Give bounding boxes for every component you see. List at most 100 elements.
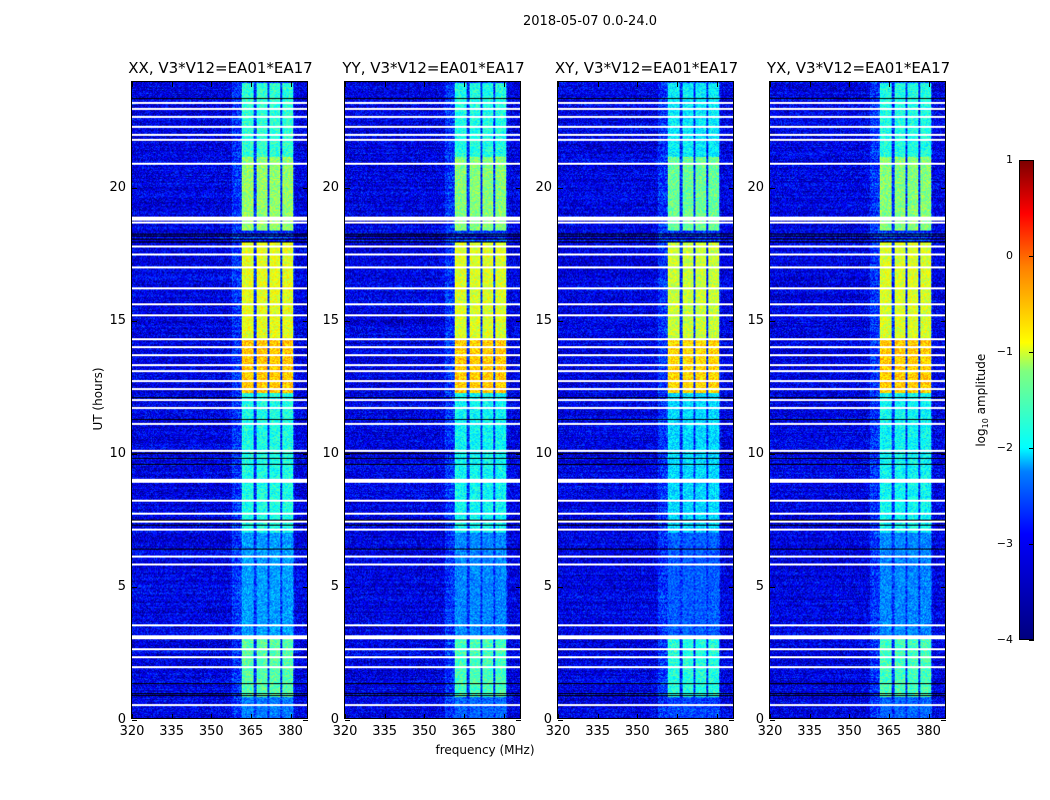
- y-tick: [345, 188, 350, 190]
- y-tick: [132, 321, 137, 323]
- x-tick: [849, 714, 851, 719]
- x-tick-label: 320: [332, 724, 358, 739]
- x-tick: [250, 82, 252, 87]
- x-tick-label: 350: [624, 724, 650, 739]
- y-tick: [941, 454, 946, 456]
- y-tick: [941, 188, 946, 190]
- x-tick: [597, 714, 599, 719]
- y-tick: [345, 454, 350, 456]
- y-tick: [770, 454, 775, 456]
- x-tick-label: 350: [411, 724, 437, 739]
- x-tick: [888, 82, 890, 87]
- y-tick: [132, 587, 137, 589]
- colorbar-tick: [1029, 256, 1034, 257]
- x-tick: [888, 714, 890, 719]
- x-tick-label: 335: [159, 724, 185, 739]
- y-tick: [558, 587, 563, 589]
- spectrogram-panel: YY, V3*V12=EA01*EA17 320 335 350 365 380 0 5 10 1…: [322, 59, 524, 739]
- y-tick-label: 5: [755, 579, 764, 595]
- y-tick-label: 10: [322, 446, 339, 462]
- y-tick: [345, 321, 350, 323]
- y-tick: [770, 321, 775, 323]
- colorbar-tick-label: −4: [996, 633, 1013, 646]
- y-tick: [516, 188, 521, 190]
- y-tick-label: 15: [322, 313, 339, 329]
- x-tick-label: 365: [876, 724, 902, 739]
- x-tick: [250, 714, 252, 719]
- x-tick-label: 380: [491, 724, 516, 739]
- x-tick: [716, 714, 718, 719]
- x-tick: [424, 82, 426, 87]
- colorbar-tick-label: 0: [1006, 249, 1013, 262]
- x-tick-label: 320: [757, 724, 783, 739]
- y-tick: [941, 720, 946, 721]
- x-tick: [597, 82, 599, 87]
- x-tick-label: 365: [451, 724, 477, 739]
- heatmap-image: [132, 82, 307, 718]
- heatmap-image: [345, 82, 520, 718]
- x-tick: [716, 82, 718, 87]
- colorbar-tick-label: −3: [996, 537, 1013, 550]
- x-tick: [809, 82, 811, 87]
- figure-title: 2018-05-07 0.0-24.0: [523, 14, 657, 29]
- x-tick: [928, 714, 930, 719]
- x-tick: [132, 714, 133, 719]
- y-tick-label: 0: [755, 712, 764, 727]
- y-tick: [303, 587, 308, 589]
- heatmap-image: [558, 82, 733, 718]
- panel-title: YX, V3*V12=EA01*EA17: [766, 59, 951, 77]
- y-tick-label: 15: [535, 313, 552, 329]
- x-tick-label: 380: [704, 724, 729, 739]
- y-tick-label: 20: [109, 180, 126, 196]
- x-tick-label: 335: [372, 724, 398, 739]
- y-tick-label: 10: [535, 446, 552, 462]
- x-tick-label: 380: [278, 724, 303, 739]
- x-axis-label: frequency (MHz): [435, 743, 535, 757]
- x-tick: [290, 82, 292, 87]
- x-tick: [463, 82, 465, 87]
- y-tick: [770, 720, 775, 721]
- x-tick-label: 365: [238, 724, 264, 739]
- x-tick-label: 320: [545, 724, 571, 739]
- x-tick: [676, 82, 678, 87]
- panel-title: XX, V3*V12=EA01*EA17: [128, 59, 313, 77]
- x-tick: [637, 714, 639, 719]
- x-tick: [345, 82, 346, 87]
- x-tick: [345, 714, 346, 719]
- x-tick: [384, 714, 386, 719]
- y-tick: [303, 720, 308, 721]
- y-tick: [132, 454, 137, 456]
- x-tick: [558, 714, 559, 719]
- y-tick-label: 10: [109, 446, 126, 462]
- x-tick-label: 380: [916, 724, 941, 739]
- spectrogram-panel: XY, V3*V12=EA01*EA17 320 335 350 365 380 0 5 10 1…: [535, 59, 738, 739]
- y-tick: [558, 454, 563, 456]
- x-tick: [558, 82, 559, 87]
- x-tick: [770, 714, 771, 719]
- spectrogram-panel: XX, V3*V12=EA01*EA17 320 335 350 365 380 0 5 10 1…: [109, 59, 312, 739]
- x-tick: [676, 714, 678, 719]
- colorbar-tick-label: −2: [996, 441, 1013, 454]
- y-tick: [516, 720, 521, 721]
- x-tick: [211, 714, 213, 719]
- x-tick-label: 350: [198, 724, 224, 739]
- y-axis-label: UT (hours): [91, 367, 105, 431]
- x-tick-label: 335: [797, 724, 823, 739]
- y-tick: [558, 188, 563, 190]
- x-tick: [384, 82, 386, 87]
- colorbar-tick: [1029, 640, 1034, 641]
- x-tick-label: 350: [836, 724, 862, 739]
- colorbar-tick: [1029, 160, 1034, 161]
- spectrogram-panel: YX, V3*V12=EA01*EA17 320 335 350 365 380 0 5 10 1…: [747, 59, 950, 739]
- x-tick: [503, 82, 505, 87]
- y-tick: [558, 720, 563, 721]
- y-tick-label: 0: [117, 712, 126, 727]
- x-tick-label: 365: [664, 724, 690, 739]
- y-tick: [941, 321, 946, 323]
- x-tick-label: 320: [119, 724, 145, 739]
- y-tick-label: 0: [543, 712, 552, 727]
- x-tick: [211, 82, 213, 87]
- y-tick-label: 0: [330, 712, 339, 727]
- y-tick-label: 20: [535, 180, 552, 196]
- colorbar-tick: [1029, 544, 1034, 545]
